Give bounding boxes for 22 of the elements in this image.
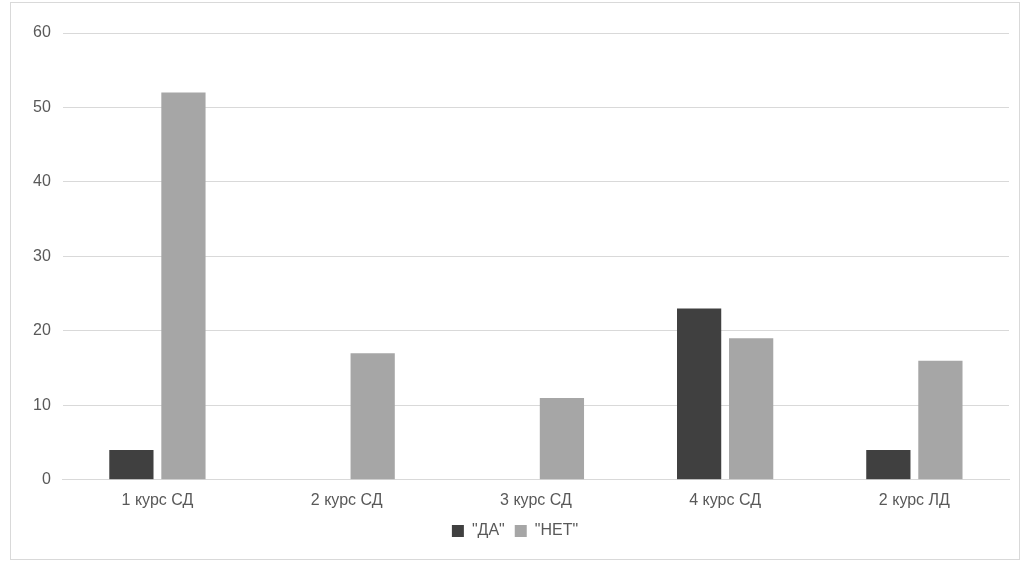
bar: [866, 450, 911, 480]
x-tick-label: 2 курс СД: [310, 490, 383, 508]
y-tick-label: 40: [33, 172, 51, 190]
legend-label: "ДА": [471, 521, 505, 539]
y-tick-label: 60: [33, 23, 51, 41]
bar: [161, 92, 206, 480]
y-tick-label: 30: [33, 246, 51, 264]
legend-label: "НЕТ": [534, 521, 579, 539]
x-tick-label: 4 курс СД: [689, 490, 762, 508]
x-tick-label: 1 курс СД: [121, 490, 194, 508]
y-tick-label: 10: [33, 395, 51, 413]
bar: [539, 397, 585, 480]
bar: [350, 353, 395, 480]
bar: [918, 360, 963, 480]
bar: [729, 338, 774, 480]
x-tick-label: 2 курс ЛД: [878, 490, 951, 508]
bar: [677, 308, 722, 480]
bar: [109, 450, 154, 480]
y-tick-label: 0: [41, 470, 51, 488]
y-tick-label: 50: [33, 97, 51, 115]
y-tick-label: 20: [33, 321, 51, 339]
x-tick-label: 3 курс СД: [500, 490, 572, 508]
